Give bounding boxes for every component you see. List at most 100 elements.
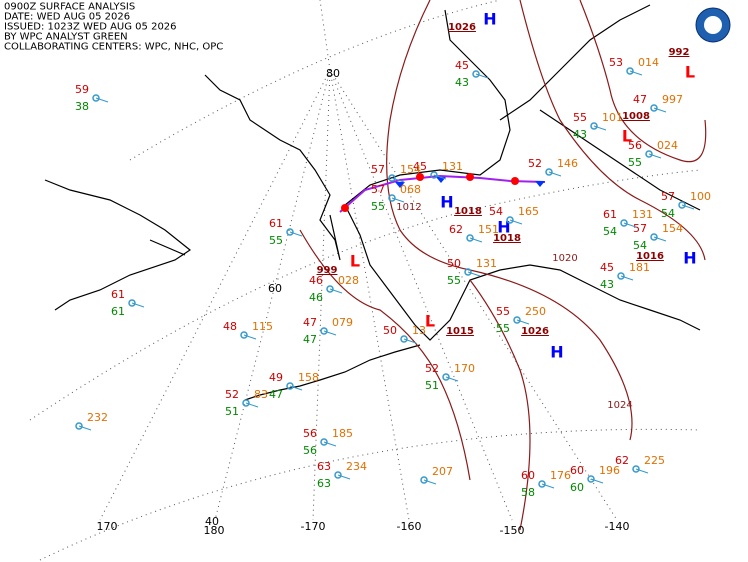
temperature: 57 [371,163,385,176]
station [513,316,521,324]
dewpoint: 46 [309,291,323,304]
dewpoint: 54 [603,225,617,238]
isobar [579,0,707,163]
dewpoint: 47 [303,333,317,346]
dewpoint: 38 [75,100,89,113]
pressure-center-value: 1018 [493,233,521,244]
sea-level-pressure: 207 [432,465,453,478]
station [326,285,334,293]
front [339,173,546,213]
temperature: 61 [603,208,617,221]
wind-barb [78,425,92,431]
sea-level-pressure: 158 [298,371,319,384]
station [400,335,408,343]
dewpoint: 43 [455,76,469,89]
dewpoint: 55 [496,322,510,335]
sea-level-pressure: 250 [525,305,546,318]
dewpoint: 43 [600,278,614,291]
sea-level-pressure: 024 [657,139,678,152]
pressure-center-value: 1015 [446,326,474,337]
wind-barb [245,402,259,408]
station [538,480,546,488]
temperature: 52 [425,362,439,375]
noaa-logo [695,7,731,43]
temperature: 55 [496,305,510,318]
sea-level-pressure: 100 [690,190,711,203]
station [472,70,480,78]
graticule-label: 60 [268,282,282,295]
station [420,476,428,484]
wind-barb [323,330,337,336]
temperature: 54 [489,205,503,218]
pressure-center-symbol: L [622,127,632,146]
logo-inner [704,16,722,34]
wind-barb [403,338,417,344]
station [506,216,514,224]
temperature: 46 [309,274,323,287]
sea-level-pressure: 181 [629,261,650,274]
sea-level-pressure: 196 [599,464,620,477]
temperature: 55 [573,111,587,124]
station [320,327,328,335]
dewpoint: 55 [269,234,283,247]
wind-barb [516,319,530,325]
dewpoint: 60 [570,481,584,494]
wind-barb [131,302,145,308]
station [430,171,438,179]
header-line: COLLABORATING CENTERS: WPC, NHC, OPC [4,41,223,52]
station [650,104,658,112]
sea-level-pressure: 13 [412,324,426,337]
wind-barb [289,385,303,391]
sea-level-pressure: 234 [346,460,367,473]
aleutians [244,344,421,401]
dewpoint: 58 [521,486,535,499]
temperature: 45 [413,160,427,173]
header-line: DATE: WED AUG 05 2026 [4,11,130,22]
station [334,471,342,479]
wind-barb [243,334,257,340]
dewpoint: 51 [225,405,239,418]
wind-barb [548,171,562,177]
graticule-label: -160 [397,520,422,533]
wind-barb [541,483,555,489]
dewpoint: 55 [371,200,385,213]
wind-barb [590,478,604,484]
station [632,465,640,473]
wind-barb [329,288,343,294]
temperature: 56 [628,139,642,152]
temperature: 61 [111,288,125,301]
temperature: 57 [371,183,385,196]
station [587,475,595,483]
station [617,272,625,280]
station [545,168,553,176]
pressure-center-value: 992 [669,47,690,58]
wind-barb [653,107,667,113]
temperature: 50 [447,257,461,270]
dewpoint: 55 [628,156,642,169]
wind-barb [289,231,303,237]
graticule-label: 40 [205,515,219,528]
temperature: 62 [615,454,629,467]
sea-level-pressure: 131 [632,208,653,221]
sea-level-pressure: 154 [400,163,421,176]
wind-barb [337,474,351,480]
temperature: 52 [225,388,239,401]
station [590,122,598,130]
wind-barb [95,97,109,103]
station [92,94,100,102]
station [650,233,658,241]
isobar [469,279,531,531]
wind-barb [593,125,607,131]
temperature: 47 [633,93,647,106]
station [464,268,472,276]
graticule-label: 170 [97,520,118,533]
wind-barb [323,441,337,447]
pressure-center-value: 999 [317,265,338,276]
pressure-center-value: 1008 [622,111,650,122]
temperature: 63 [317,460,331,473]
sea-level-pressure: 154 [662,222,683,235]
temperature: 59 [75,83,89,96]
sea-level-pressure: 185 [332,427,353,440]
